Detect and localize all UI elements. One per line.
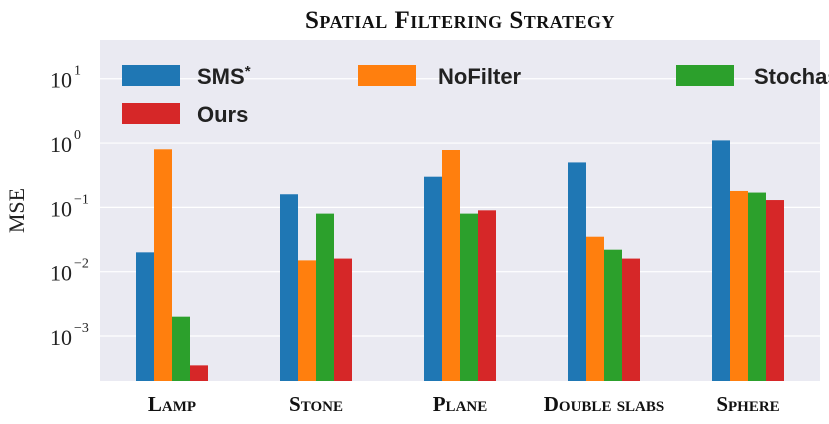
legend: SMS* NoFilter StochasticFilter Ours xyxy=(122,63,829,127)
x-tick-label: Double slabs xyxy=(544,392,664,416)
bar-stochasticfilter-plane xyxy=(460,213,478,381)
x-tick-label: Sphere xyxy=(716,392,779,416)
y-tick-label: 10 xyxy=(50,132,72,157)
y-tick-label: 10 xyxy=(50,68,72,93)
x-tick-labels: Lamp Stone Plane Double slabs Sphere xyxy=(148,392,780,416)
bar-ours-lamp xyxy=(190,365,208,381)
bars xyxy=(136,140,784,381)
y-tick-exponent: 1 xyxy=(74,64,81,79)
bar-ours-double-slabs xyxy=(622,258,640,381)
bar-nofilter-sphere xyxy=(730,190,748,381)
x-tick-label: Stone xyxy=(289,392,343,416)
chart-title: Spatial Filtering Strategy xyxy=(305,7,615,34)
bar-nofilter-plane xyxy=(442,149,460,381)
bar-sms-sphere xyxy=(712,140,730,381)
legend-swatch xyxy=(676,65,734,86)
x-tick-label: Plane xyxy=(433,392,488,416)
bar-sms-double-slabs xyxy=(568,162,586,381)
bar-nofilter-lamp xyxy=(154,149,172,381)
y-tick-exponent: −1 xyxy=(74,192,89,207)
bar-sms-plane xyxy=(424,176,442,381)
y-tick-label: 10 xyxy=(50,325,72,350)
legend-swatch xyxy=(122,65,180,86)
bar-nofilter-double-slabs xyxy=(586,236,604,381)
y-tick-label: 10 xyxy=(50,196,72,221)
bar-ours-plane xyxy=(478,210,496,381)
x-tick-label: Lamp xyxy=(148,392,196,416)
y-tick-exponent: −3 xyxy=(74,321,89,336)
bar-sms-stone xyxy=(280,194,298,381)
legend-label: SMS* xyxy=(197,63,251,89)
legend-label: Ours xyxy=(197,102,248,127)
y-tick-exponent: −2 xyxy=(74,257,89,272)
legend-swatch xyxy=(358,65,416,86)
bar-ours-sphere xyxy=(766,200,784,381)
bar-nofilter-stone xyxy=(298,260,316,381)
legend-label: NoFilter xyxy=(438,64,522,89)
bar-stochasticfilter-double-slabs xyxy=(604,249,622,381)
bar-sms-lamp xyxy=(136,252,154,381)
y-tick-exponent: 0 xyxy=(74,128,81,143)
bar-stochasticfilter-sphere xyxy=(748,192,766,381)
legend-label: StochasticFilter xyxy=(754,64,829,89)
bar-stochasticfilter-lamp xyxy=(172,316,190,381)
y-axis-label: MSE xyxy=(4,188,29,233)
bar-ours-stone xyxy=(334,258,352,381)
y-tick-label: 10 xyxy=(50,261,72,286)
bar-stochasticfilter-stone xyxy=(316,213,334,381)
legend-swatch xyxy=(122,103,180,124)
